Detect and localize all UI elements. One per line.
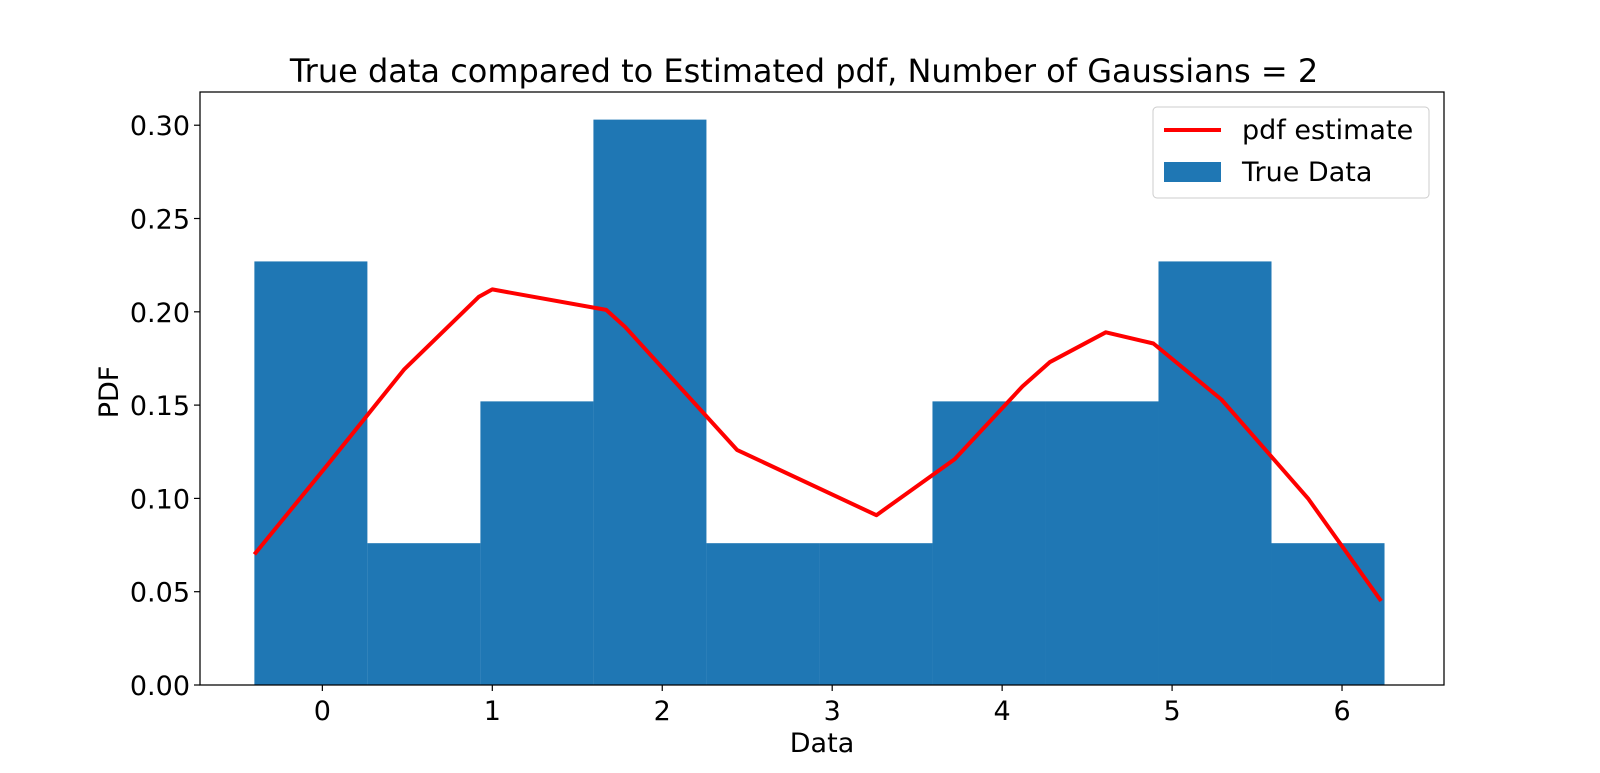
y-tick-label: 0.20: [130, 298, 190, 329]
histogram-bar: [593, 119, 707, 686]
pdf-estimate-line: [252, 287, 1383, 603]
histogram-bar: [1158, 261, 1272, 685]
histogram-bar: [480, 401, 594, 685]
plot-frame: [199, 91, 1445, 686]
y-tick-label: 0.30: [130, 111, 190, 142]
legend-true-data-label: True Data: [1241, 157, 1372, 188]
x-tick-label: 4: [994, 696, 1011, 727]
chart-title: True data compared to Estimated pdf, Num…: [289, 52, 1318, 90]
x-axis-label: Data: [790, 728, 854, 759]
x-tick-label: 5: [1163, 696, 1180, 727]
histogram-bar: [367, 543, 481, 685]
histogram-bars: [254, 119, 1385, 686]
x-tick-label: 3: [824, 696, 841, 727]
y-tick-label: 0.15: [130, 391, 190, 422]
x-tick-label: 1: [484, 696, 501, 727]
y-axis: 0.00 0.05 0.10 0.15 0.20 0.25 0.30: [130, 111, 200, 702]
pdf-line-layer: [252, 287, 1383, 603]
histogram-bar: [932, 401, 1046, 685]
x-tick-label: 0: [314, 696, 331, 727]
legend-pdf-estimate-label: pdf estimate: [1242, 115, 1413, 146]
y-tick-label: 0.25: [130, 205, 190, 236]
y-tick-label: 0.10: [130, 484, 190, 515]
y-axis-label: PDF: [94, 366, 125, 419]
histogram-bar: [819, 543, 933, 685]
x-tick-label: 2: [654, 696, 671, 727]
y-tick-label: 0.00: [130, 671, 190, 702]
legend-box: [1152, 106, 1430, 199]
histogram-bar: [254, 261, 368, 685]
x-axis: 0 1 2 3 4 5 6: [314, 685, 1351, 727]
legend: pdf estimate True Data: [1152, 106, 1430, 199]
histogram-bar: [706, 543, 820, 685]
legend-true-data-swatch: [1164, 162, 1221, 182]
y-tick-label: 0.05: [130, 578, 190, 609]
histogram-bar: [1045, 401, 1159, 685]
x-tick-label: 6: [1333, 696, 1350, 727]
histogram-bar: [1271, 543, 1385, 685]
